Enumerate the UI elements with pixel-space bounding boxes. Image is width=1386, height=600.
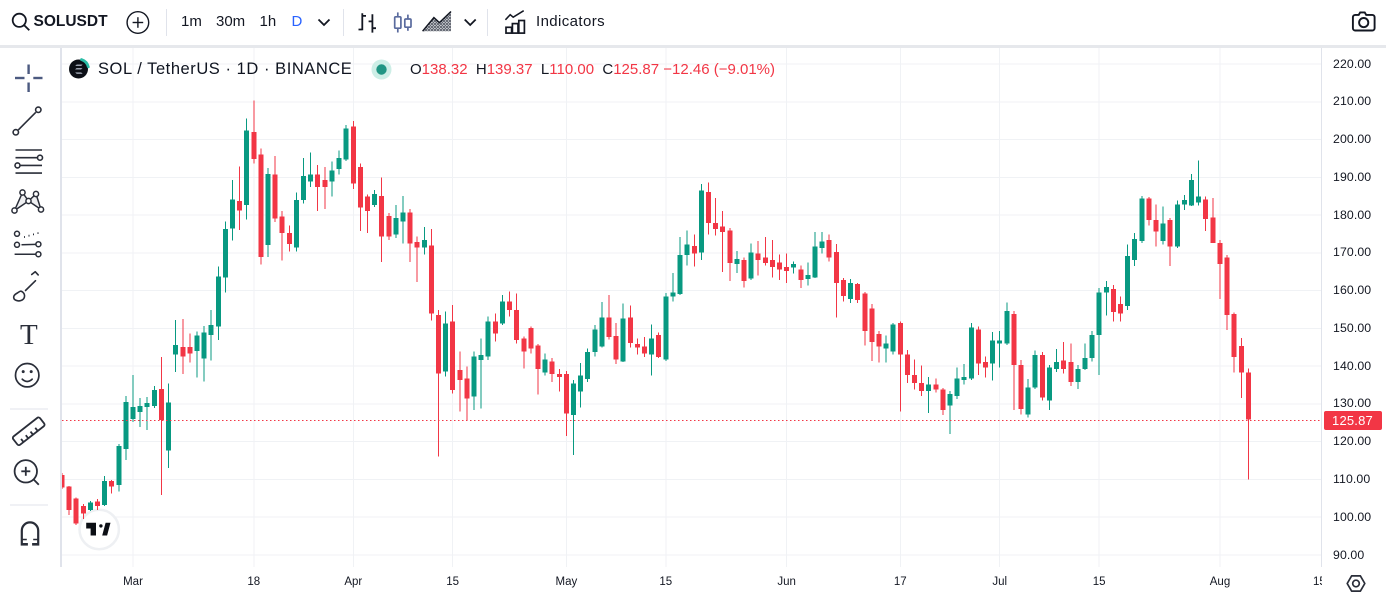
svg-text:T: T: [20, 319, 38, 351]
